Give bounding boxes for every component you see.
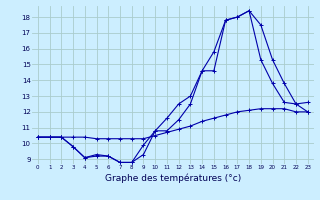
X-axis label: Graphe des températures (°c): Graphe des températures (°c) — [105, 173, 241, 183]
